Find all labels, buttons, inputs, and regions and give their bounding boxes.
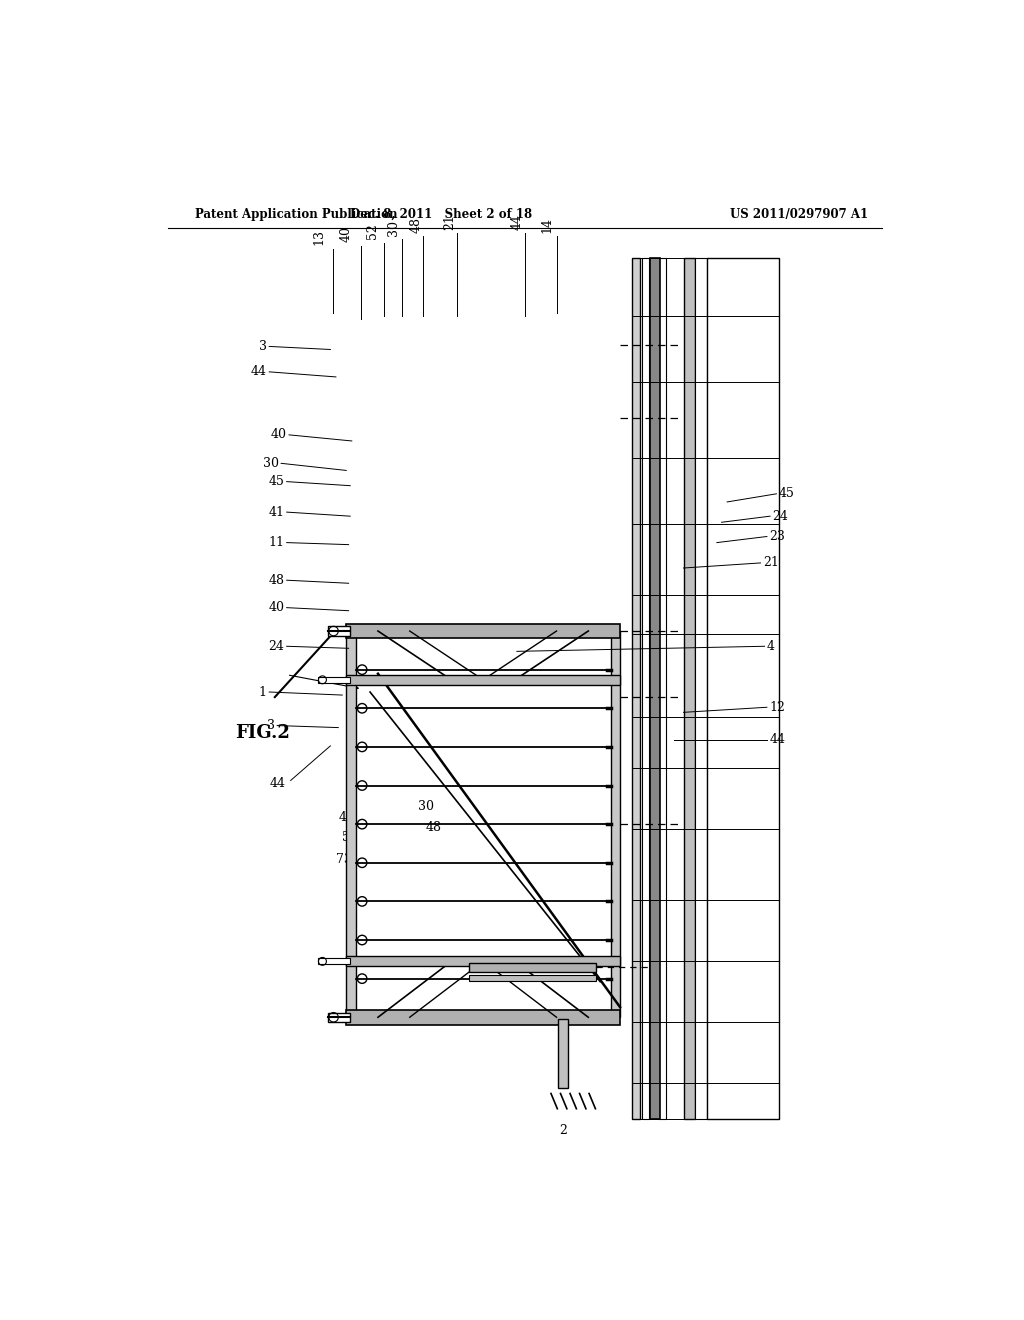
Text: 3: 3	[259, 341, 267, 352]
Bar	[469, 974, 596, 981]
Text: 45: 45	[778, 487, 795, 500]
Bar	[346, 675, 620, 685]
Bar	[469, 964, 596, 972]
Text: Patent Application Publication: Patent Application Publication	[196, 207, 398, 220]
Bar	[632, 257, 640, 1119]
Text: 44: 44	[251, 366, 267, 379]
Bar	[658, 257, 666, 1119]
Bar	[328, 627, 350, 636]
Bar	[346, 956, 620, 966]
Text: 52: 52	[366, 223, 379, 239]
Bar	[328, 1012, 350, 1022]
Text: 2: 2	[559, 1125, 567, 1137]
Text: 40: 40	[268, 601, 285, 614]
Text: 41: 41	[268, 506, 285, 519]
Bar	[318, 958, 350, 965]
Text: 13: 13	[312, 228, 325, 244]
Bar	[610, 631, 621, 1018]
Text: 40: 40	[338, 810, 354, 824]
Bar	[346, 1010, 620, 1024]
Text: 48: 48	[268, 574, 285, 586]
Text: 21: 21	[763, 557, 779, 569]
Text: 30: 30	[418, 800, 434, 813]
Bar	[346, 624, 620, 639]
Text: 48: 48	[410, 216, 423, 232]
Text: 3: 3	[267, 719, 274, 733]
Text: 44: 44	[510, 214, 523, 230]
Bar	[558, 1019, 567, 1089]
Text: 73: 73	[336, 853, 352, 866]
Text: 4: 4	[767, 640, 775, 653]
Bar	[346, 631, 355, 1018]
Text: 24: 24	[772, 510, 788, 523]
Text: 44: 44	[269, 777, 285, 789]
Text: 48: 48	[426, 821, 441, 834]
Text: 30: 30	[387, 219, 400, 236]
Text: FIG.2: FIG.2	[236, 723, 290, 742]
Text: 40: 40	[340, 226, 352, 242]
Text: 21: 21	[443, 214, 456, 230]
Bar	[695, 257, 708, 1119]
Bar	[708, 257, 778, 1119]
Text: US 2011/0297907 A1: US 2011/0297907 A1	[729, 207, 867, 220]
Text: 45: 45	[268, 475, 285, 488]
Bar	[318, 677, 350, 682]
Text: 14: 14	[541, 216, 554, 232]
Text: 23: 23	[769, 531, 785, 543]
Text: Dec. 8, 2011   Sheet 2 of 18: Dec. 8, 2011 Sheet 2 of 18	[350, 207, 532, 220]
Bar	[650, 257, 659, 1119]
Text: 30: 30	[263, 457, 279, 470]
Text: 11: 11	[268, 536, 285, 549]
Text: 24: 24	[268, 640, 285, 653]
Text: 52: 52	[342, 830, 358, 843]
Text: 44: 44	[769, 734, 785, 746]
Text: 1: 1	[259, 685, 267, 698]
Text: 12: 12	[769, 701, 785, 714]
Bar	[684, 257, 695, 1119]
Bar	[642, 257, 648, 1119]
Text: 40: 40	[270, 429, 287, 441]
